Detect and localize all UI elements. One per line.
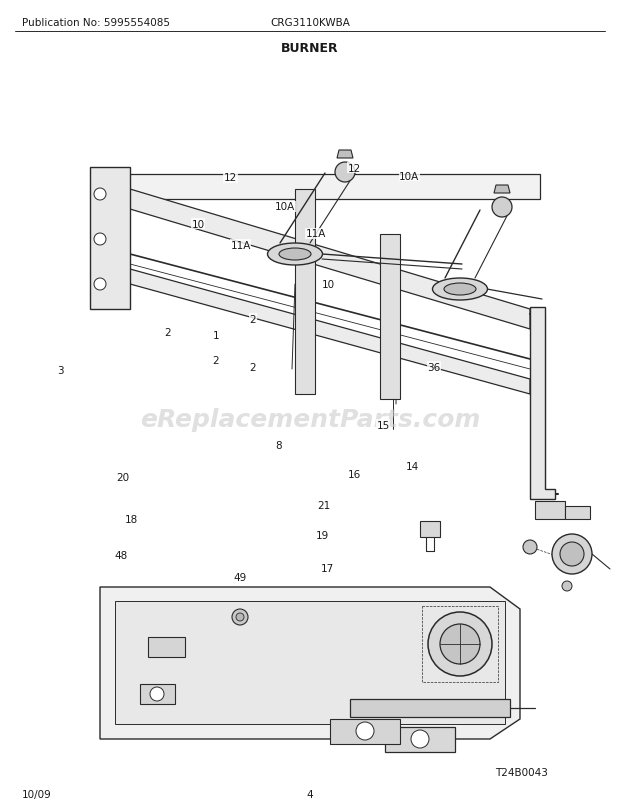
Text: 1: 1: [213, 330, 219, 340]
Polygon shape: [295, 190, 315, 395]
Text: 10: 10: [322, 280, 335, 290]
Polygon shape: [148, 638, 185, 657]
Circle shape: [552, 534, 592, 574]
Polygon shape: [115, 602, 505, 724]
Circle shape: [94, 188, 106, 200]
Polygon shape: [90, 168, 130, 310]
Circle shape: [356, 722, 374, 740]
Polygon shape: [350, 699, 510, 717]
Circle shape: [94, 233, 106, 245]
Text: 18: 18: [125, 515, 138, 525]
Text: 2: 2: [213, 356, 219, 366]
Text: 10/09: 10/09: [22, 789, 51, 799]
Text: 19: 19: [316, 531, 329, 541]
Text: 48: 48: [114, 550, 128, 560]
Text: 10A: 10A: [399, 172, 419, 181]
Circle shape: [562, 581, 572, 591]
Text: CRG3110KWBA: CRG3110KWBA: [270, 18, 350, 28]
Circle shape: [492, 198, 512, 217]
Ellipse shape: [279, 249, 311, 261]
Polygon shape: [140, 684, 175, 704]
Text: Publication No: 5995554085: Publication No: 5995554085: [22, 18, 170, 28]
Polygon shape: [130, 190, 530, 330]
Text: 10: 10: [192, 220, 205, 229]
Polygon shape: [530, 308, 555, 500]
Text: 11A: 11A: [306, 229, 326, 239]
Text: 17: 17: [321, 563, 334, 573]
Text: BURNER: BURNER: [281, 42, 339, 55]
Polygon shape: [330, 719, 400, 744]
Polygon shape: [380, 235, 400, 399]
Text: 16: 16: [348, 470, 361, 480]
Circle shape: [523, 541, 537, 554]
Circle shape: [94, 278, 106, 290]
Text: 2: 2: [250, 363, 256, 372]
Text: 12: 12: [348, 164, 361, 173]
Circle shape: [411, 730, 429, 748]
Polygon shape: [420, 521, 440, 537]
Text: 14: 14: [405, 462, 419, 472]
Polygon shape: [494, 186, 510, 194]
Circle shape: [560, 542, 584, 566]
Circle shape: [335, 163, 355, 183]
Circle shape: [232, 610, 248, 626]
Text: 4: 4: [307, 789, 313, 799]
Polygon shape: [100, 587, 520, 739]
Circle shape: [440, 624, 480, 664]
Circle shape: [150, 687, 164, 701]
Text: 20: 20: [116, 472, 130, 482]
Text: 2: 2: [164, 328, 171, 338]
Text: 15: 15: [376, 420, 390, 430]
Text: eReplacementParts.com: eReplacementParts.com: [140, 407, 480, 431]
Text: T24B0043: T24B0043: [495, 767, 548, 777]
Polygon shape: [385, 727, 455, 752]
Text: 10A: 10A: [275, 202, 295, 212]
Ellipse shape: [433, 278, 487, 301]
Polygon shape: [130, 269, 530, 395]
Text: 11A: 11A: [231, 241, 250, 250]
Text: 21: 21: [317, 500, 330, 510]
Ellipse shape: [267, 244, 322, 265]
Polygon shape: [535, 501, 565, 520]
Circle shape: [428, 612, 492, 676]
Circle shape: [236, 614, 244, 622]
Text: 49: 49: [234, 573, 247, 582]
Text: 3: 3: [58, 366, 64, 375]
Polygon shape: [95, 175, 540, 200]
Text: 36: 36: [427, 363, 441, 372]
Text: 12: 12: [224, 173, 237, 183]
Text: 2: 2: [250, 314, 256, 324]
Polygon shape: [565, 506, 590, 520]
Ellipse shape: [444, 284, 476, 296]
Text: 8: 8: [276, 440, 282, 450]
Polygon shape: [337, 151, 353, 159]
